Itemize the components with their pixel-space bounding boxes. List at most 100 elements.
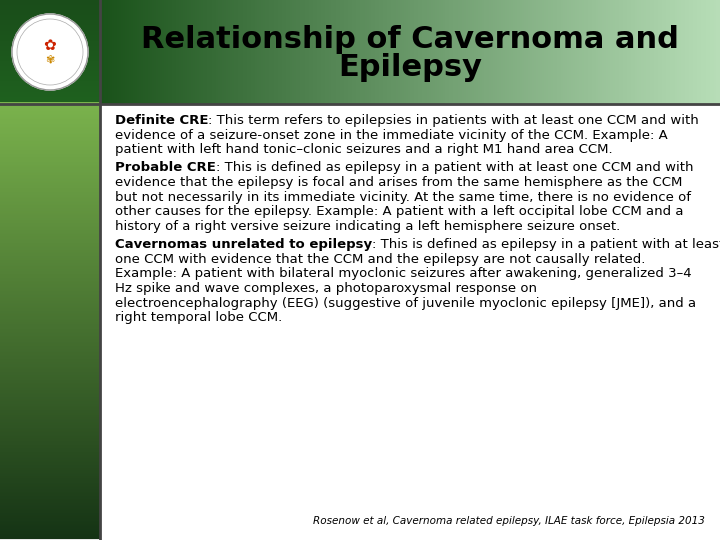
Bar (590, 0, 593, 104)
Bar (0, 36, 100, 37)
Bar (0, 47, 100, 48)
Bar (0, 21, 100, 22)
Bar (0, 3, 100, 4)
Bar (0, 419, 100, 421)
Bar (0, 346, 100, 348)
Bar (596, 0, 598, 104)
Bar (0, 85, 100, 86)
Bar (544, 0, 547, 104)
Bar (0, 458, 100, 460)
Bar (0, 23, 100, 24)
Text: Example: A patient with bilateral myoclonic seizures after awakening, generalize: Example: A patient with bilateral myoclo… (115, 267, 692, 280)
Bar (0, 288, 100, 290)
Bar (0, 80, 100, 81)
Bar (0, 255, 100, 256)
Bar (0, 12, 100, 13)
Bar (0, 415, 100, 416)
Bar (185, 0, 187, 104)
Bar (0, 51, 100, 52)
Bar (0, 92, 100, 93)
Bar (0, 182, 100, 184)
Bar (443, 0, 446, 104)
Bar (0, 48, 100, 49)
Bar (0, 474, 100, 476)
Bar (0, 454, 100, 456)
Bar (680, 0, 683, 104)
Bar (0, 163, 100, 165)
Bar (166, 0, 168, 104)
Bar (0, 30, 100, 31)
Bar (0, 22, 100, 23)
Bar (0, 348, 100, 349)
Bar (0, 276, 100, 279)
Bar (0, 333, 100, 335)
Bar (121, 0, 123, 104)
Bar (379, 0, 382, 104)
Bar (0, 191, 100, 193)
Bar (294, 0, 297, 104)
Bar (0, 72, 100, 73)
Bar (0, 483, 100, 485)
Bar (276, 0, 278, 104)
Bar (0, 150, 100, 152)
Bar (0, 76, 100, 77)
Bar (0, 371, 100, 373)
Bar (0, 77, 100, 78)
Bar (240, 0, 243, 104)
Bar (0, 515, 100, 517)
Bar (426, 0, 429, 104)
Bar (0, 432, 100, 434)
Bar (226, 0, 229, 104)
Bar (549, 0, 551, 104)
Bar (0, 453, 100, 454)
Bar (0, 28, 100, 29)
Bar (0, 95, 100, 96)
Bar (224, 0, 227, 104)
Bar (0, 5, 100, 6)
Bar (0, 102, 100, 103)
Bar (0, 207, 100, 208)
Bar (377, 0, 379, 104)
Bar (0, 411, 100, 414)
Bar (0, 112, 100, 114)
Bar (435, 0, 437, 104)
Bar (490, 0, 493, 104)
Bar (197, 0, 199, 104)
Bar (0, 86, 100, 87)
Bar (0, 19, 100, 20)
Bar (0, 227, 100, 229)
Bar (0, 53, 100, 55)
Bar (0, 11, 100, 12)
Bar (290, 0, 293, 104)
Bar (143, 0, 146, 104)
Bar (425, 0, 427, 104)
Bar (470, 0, 472, 104)
Bar (0, 4, 100, 5)
Bar (0, 29, 100, 30)
Bar (202, 0, 204, 104)
Bar (100, 104, 720, 540)
Bar (0, 226, 100, 227)
Bar (0, 153, 100, 155)
Text: Epilepsy: Epilepsy (338, 53, 482, 83)
Bar (584, 0, 586, 104)
Bar (623, 0, 626, 104)
Bar (0, 489, 100, 490)
Bar (0, 281, 100, 283)
Bar (269, 0, 272, 104)
Text: Probable CRE: Probable CRE (115, 161, 216, 174)
Bar (222, 0, 225, 104)
Bar (0, 36, 100, 37)
Bar (0, 410, 100, 412)
Bar (0, 94, 100, 96)
Bar (0, 12, 100, 13)
Bar (536, 0, 539, 104)
Bar (0, 157, 100, 159)
Bar (271, 0, 274, 104)
Bar (0, 319, 100, 321)
Bar (0, 55, 100, 56)
Bar (0, 14, 100, 15)
Bar (0, 252, 100, 254)
Bar (679, 0, 681, 104)
Bar (261, 0, 264, 104)
